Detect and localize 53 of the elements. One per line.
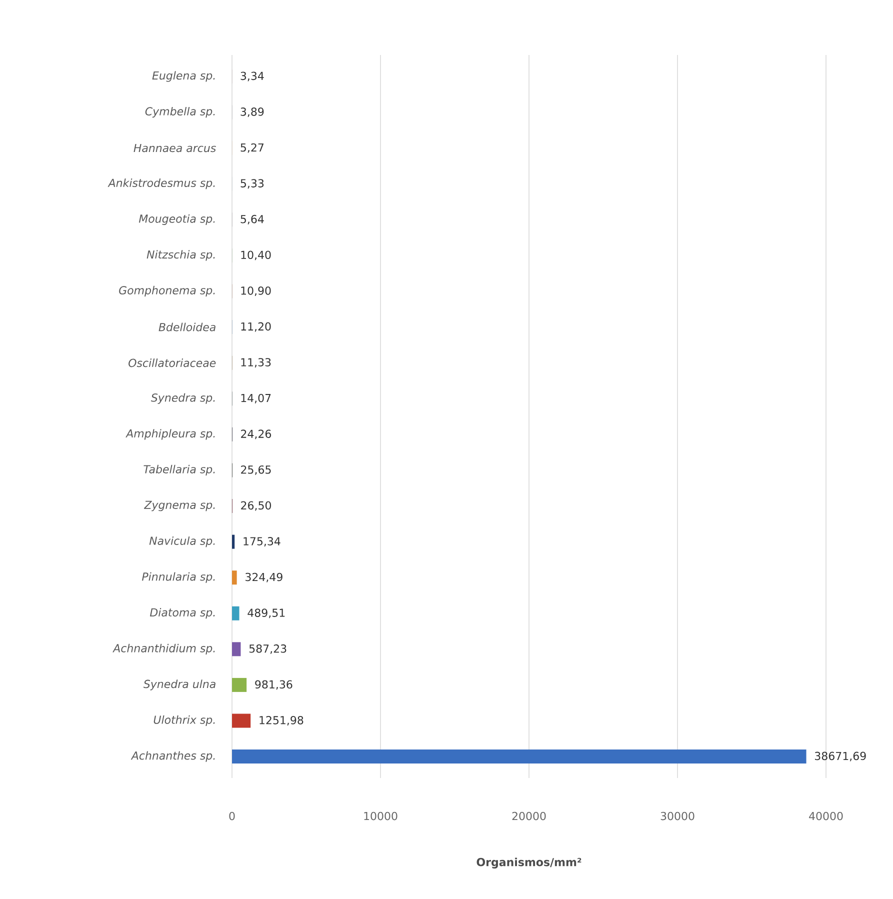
y-tick-label: Ankistrodesmus sp.: [108, 178, 215, 190]
x-tick-label: 0: [229, 812, 235, 820]
data-label: 1251,98: [260, 716, 304, 726]
y-tick-label: Oscillatoriaceae: [128, 358, 216, 368]
bar: [232, 714, 251, 728]
data-label: 981,36: [255, 680, 292, 690]
data-label: 5,64: [240, 214, 264, 224]
data-label: 10,90: [241, 286, 271, 296]
y-tick-label: Euglena sp.: [152, 71, 215, 82]
data-label: 3,34: [240, 72, 264, 82]
data-label: 25,65: [241, 465, 271, 475]
y-tick-label: Bdelloidea: [158, 322, 216, 332]
y-tick-label: Achnanthidium sp.: [112, 644, 215, 654]
y-tick-label: Tabellaria sp.: [144, 464, 215, 476]
y-tick-label: Diatoma sp.: [150, 608, 215, 619]
y-tick-label: Synedra sp.: [151, 393, 215, 404]
bar: [232, 750, 806, 764]
bar: [232, 678, 247, 692]
x-tick-label: 20000: [512, 812, 546, 820]
data-label: 11,33: [241, 358, 271, 368]
data-label: 175,34: [244, 537, 280, 546]
bar: [232, 606, 240, 620]
bar: [232, 570, 237, 585]
y-tick-label: Ulothrix sp.: [154, 715, 215, 726]
data-label: 324,49: [246, 572, 282, 582]
y-tick-label: Nitzschia sp.: [146, 250, 215, 261]
data-label: 26,50: [241, 501, 272, 511]
data-label: 38671,69: [814, 752, 866, 762]
data-label: 5,27: [240, 143, 264, 153]
bar: [232, 642, 241, 656]
y-tick-label: Synedra ulna: [143, 680, 216, 690]
y-tick-label: Mougeotia sp.: [138, 214, 215, 225]
data-label: 489,51: [248, 608, 285, 618]
x-tick-label: 40000: [809, 812, 843, 820]
y-tick-label: Amphipleura sp.: [126, 429, 215, 440]
y-tick-label: Zygnema sp.: [144, 500, 215, 512]
data-label: 587,23: [249, 644, 286, 654]
x-tick-label: 30000: [660, 812, 694, 820]
data-label: 11,20: [241, 322, 271, 332]
y-tick-label: Gomphonema sp.: [119, 286, 215, 297]
x-axis-title: Organismos/mm²: [476, 858, 582, 868]
y-tick-label: Cymbella sp.: [145, 106, 215, 118]
data-label: 3,89: [240, 108, 264, 117]
data-label: 24,26: [241, 430, 272, 440]
y-tick-label: Pinnularia sp.: [142, 572, 215, 583]
x-tick-label: 10000: [364, 812, 398, 820]
y-tick-label: Navicula sp.: [149, 536, 215, 548]
data-label: 5,33: [240, 179, 264, 189]
data-label: 14,07: [241, 394, 271, 404]
y-tick-label: Hannaea arcus: [134, 144, 216, 152]
y-tick-label: Achnanthes sp.: [130, 751, 215, 762]
data-label: 10,40: [241, 250, 271, 260]
bar: [232, 534, 235, 549]
